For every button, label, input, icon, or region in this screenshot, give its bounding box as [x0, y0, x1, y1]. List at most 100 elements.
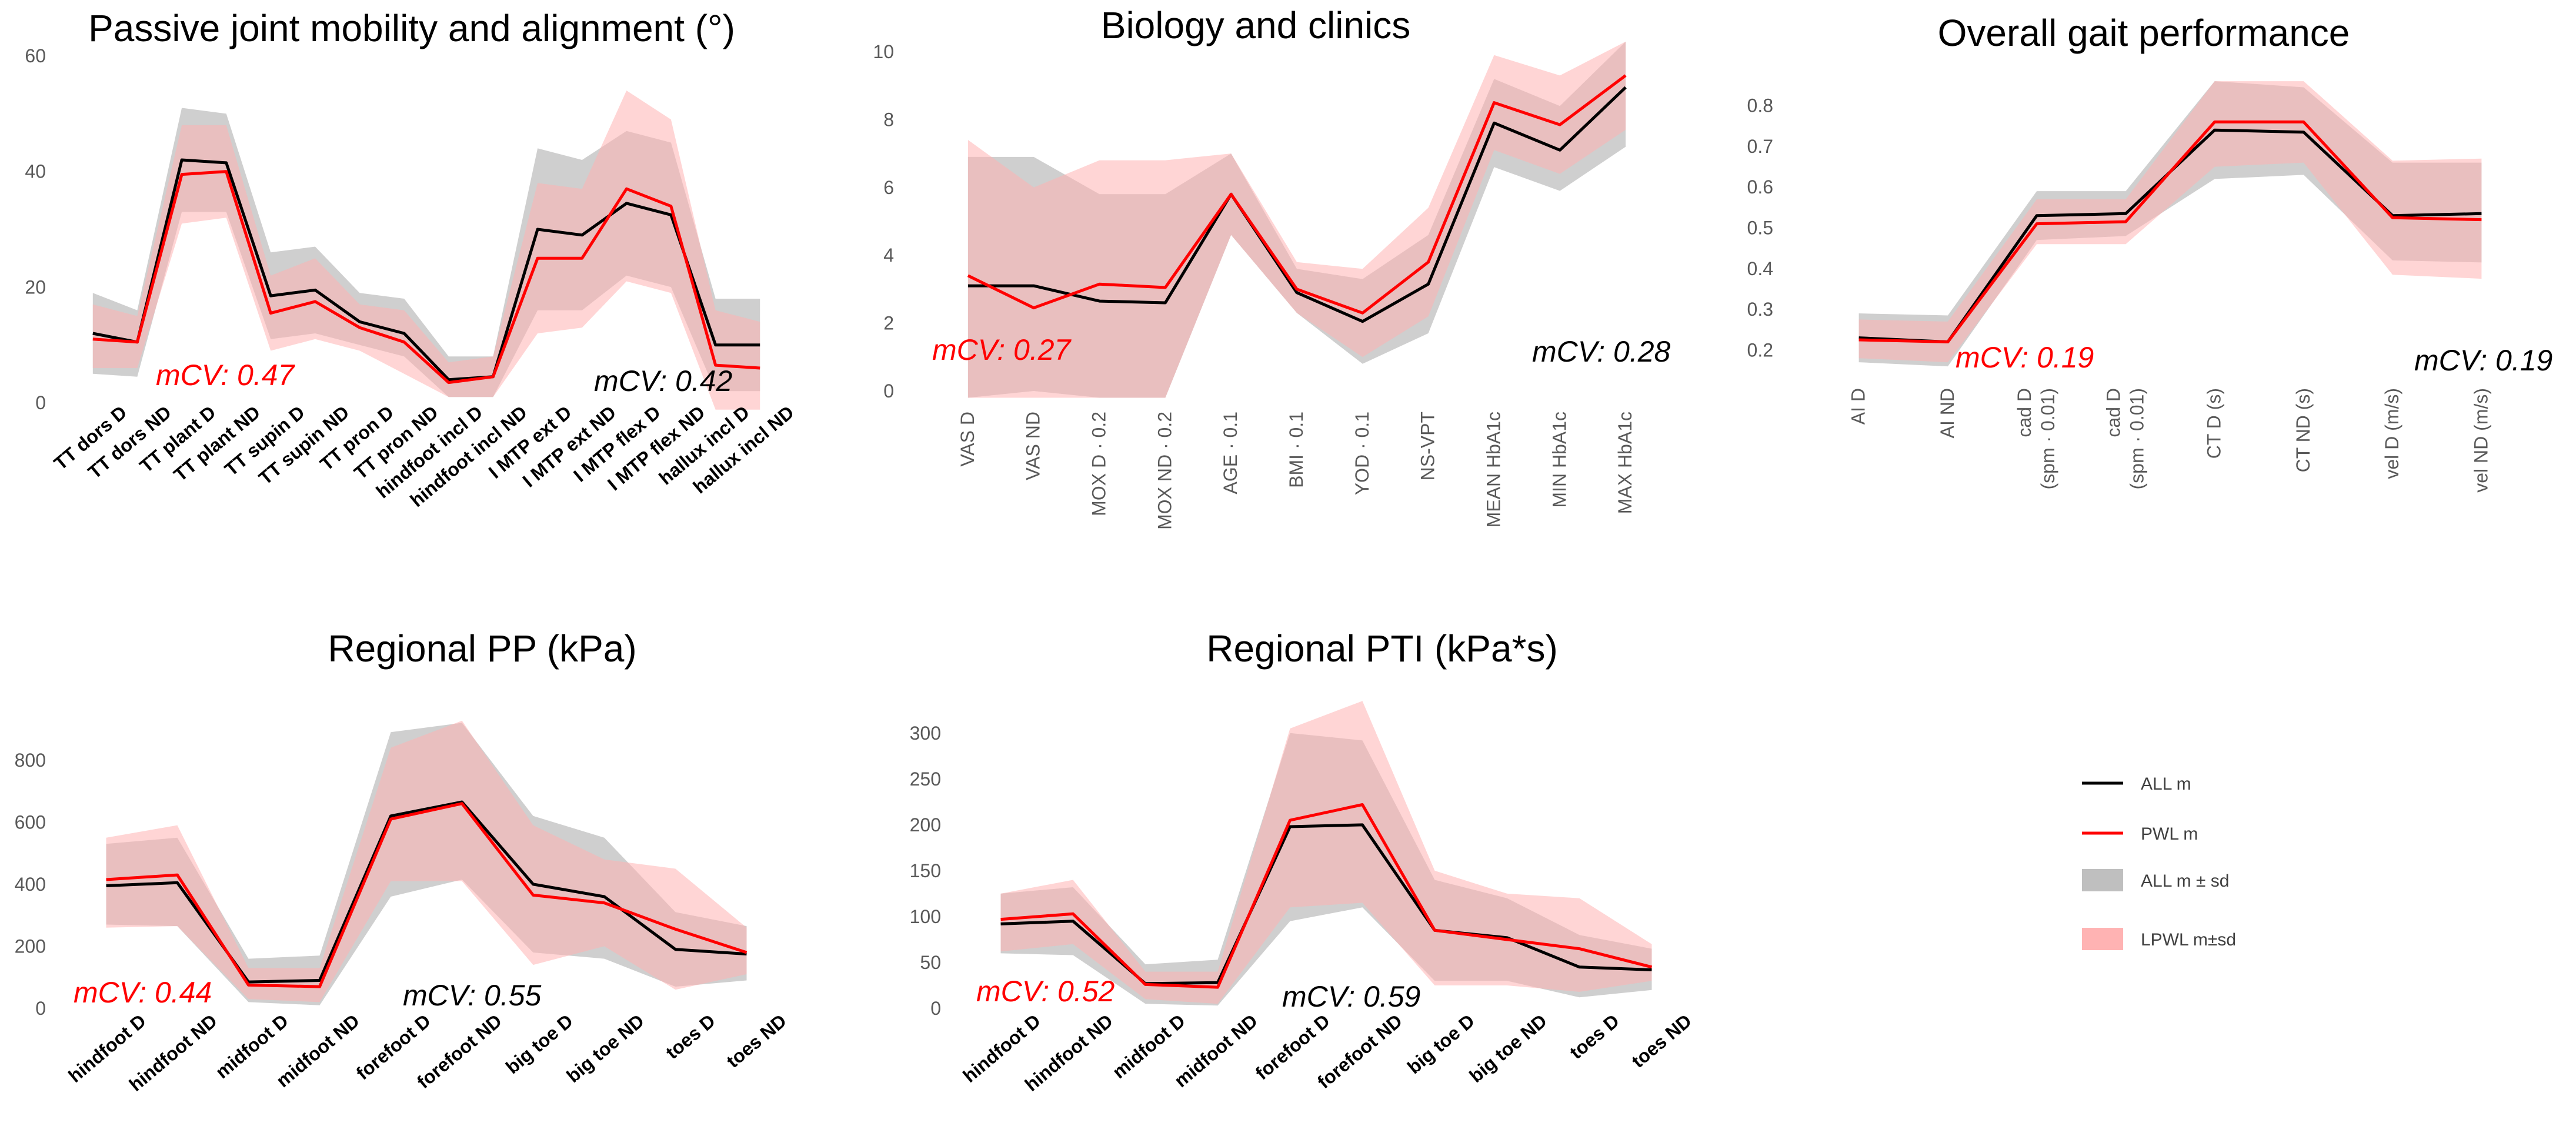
lpwl-sd-band — [1000, 701, 1652, 1004]
x-tick-label: YOD · 0.1 — [1352, 412, 1373, 495]
y-tick-label: 800 — [15, 750, 46, 771]
chart-title: Regional PTI (kPa*s) — [1206, 627, 1558, 670]
mcv-pwl-annotation: mCV: 0.47 — [156, 359, 295, 392]
x-tick-label: toes D — [662, 1010, 719, 1063]
x-tick-label: VAS ND — [1023, 412, 1044, 480]
legend-all-m-label: ALL m — [2141, 774, 2191, 794]
y-tick-label: 0 — [883, 380, 894, 402]
x-tick-label: cad D (spm · 0.01) — [2103, 388, 2147, 489]
mcv-pwl-annotation: mCV: 0.44 — [74, 976, 212, 1009]
x-tick-label: NS-VPT — [1417, 412, 1439, 480]
mcv-pwl-annotation: mCV: 0.52 — [976, 975, 1115, 1008]
charts-layer: Passive joint mobility and alignment (°)… — [15, 4, 2553, 1095]
x-tick-label-line: (spm · 0.01) — [2037, 388, 2058, 489]
mcv-all-annotation: mCV: 0.42 — [594, 365, 732, 397]
y-tick-label: 60 — [25, 45, 46, 66]
y-tick-label: 0.4 — [1747, 258, 1773, 279]
all-m-line — [1000, 823, 1652, 985]
x-tick-label: BMI · 0.1 — [1286, 412, 1307, 488]
y-tick-label: 400 — [15, 874, 46, 895]
y-tick-label: 600 — [15, 811, 46, 833]
all-m-line — [92, 158, 760, 382]
mcv-pwl-annotation: mCV: 0.19 — [1956, 341, 2094, 374]
y-tick-label: 200 — [15, 935, 46, 957]
y-tick-label: 2 — [883, 313, 894, 334]
chart-c3: Overall gait performance 0.2 0.3 0.4 0.5 0.6 0… — [1747, 12, 2553, 493]
x-tick-label: MIN HbA1c — [1549, 412, 1570, 508]
chart-title: Biology and clinics — [1101, 4, 1411, 46]
x-tick-label: AGE · 0.1 — [1220, 412, 1241, 494]
chart-title: Regional PP (kPa) — [328, 627, 636, 670]
x-tick-label: big toe ND — [1465, 1010, 1551, 1087]
x-tick-label: CT D (s) — [2204, 388, 2225, 459]
y-tick-label: 0.2 — [1747, 339, 1773, 360]
y-tick-label: 4 — [883, 245, 894, 266]
chart-c1: Passive joint mobility and alignment (°)… — [25, 7, 798, 511]
pwl-m-line — [1000, 803, 1653, 989]
lpwl-sd-band — [1858, 81, 2482, 363]
legend: ALL m PWL m ALL m ± sd LPWL m±sd — [2082, 774, 2236, 950]
y-tick-label: 0 — [35, 998, 46, 1019]
x-tick-label: AI D — [1848, 388, 1869, 425]
legend-pwl-m-label: PWL m — [2141, 824, 2198, 844]
legend-all-sd-label: ALL m ± sd — [2141, 871, 2229, 891]
x-tick-label-line: cad D — [2014, 388, 2035, 437]
pwl-m-line — [106, 802, 748, 988]
x-tick-label: MOX ND · 0.2 — [1154, 412, 1175, 530]
chart-title: Passive joint mobility and alignment (°) — [88, 7, 735, 49]
lpwl-sd-band — [967, 41, 1626, 398]
y-tick-label: 10 — [873, 41, 894, 62]
x-tick-label: big toe ND — [562, 1010, 648, 1087]
chart-c2: Biology and clinics 0 2 4 6 8 10 VAS D VAS ND MOX… — [873, 4, 1670, 530]
x-tick-label: VAS D — [957, 412, 978, 467]
mcv-all-annotation: mCV: 0.59 — [1282, 980, 1420, 1013]
x-tick-label: MAX HbA1c — [1614, 412, 1636, 514]
chart-title: Overall gait performance — [1938, 12, 2350, 54]
pwl-m-line — [1858, 120, 2482, 343]
y-tick-label: 0.5 — [1747, 218, 1773, 239]
y-tick-label: 6 — [883, 177, 894, 198]
x-tick-label-line: cad D — [2103, 388, 2124, 437]
y-tick-label: 0.7 — [1747, 136, 1773, 157]
mcv-all-annotation: mCV: 0.19 — [2414, 344, 2552, 377]
y-tick-label: 0.6 — [1747, 176, 1773, 198]
y-tick-label: 20 — [25, 276, 46, 298]
x-tick-label: AI ND — [1937, 388, 1958, 438]
y-tick-label: 150 — [910, 860, 941, 881]
chart-c5: Regional PTI (kPa*s)050100150200250300hi… — [910, 627, 1696, 1095]
x-tick-label: MEAN HbA1c — [1483, 412, 1504, 527]
lpwl-sd-band — [106, 720, 747, 1002]
legend-lpwl-sd-swatch — [2082, 928, 2123, 950]
x-tick-label: big toe D — [1403, 1010, 1479, 1078]
y-tick-label: 0 — [930, 998, 941, 1019]
y-tick-label: 0 — [35, 392, 46, 413]
x-tick-label: toes D — [1566, 1010, 1623, 1063]
x-tick-label: CT ND (s) — [2293, 388, 2314, 472]
legend-lpwl-sd-label: LPWL m±sd — [2141, 930, 2236, 950]
y-tick-label: 250 — [910, 768, 941, 790]
x-tick-label: cad D (spm · 0.01) — [2014, 388, 2058, 489]
y-tick-label: 0.8 — [1747, 95, 1773, 116]
x-tick-label: toes ND — [722, 1010, 790, 1072]
y-tick-label: 40 — [25, 161, 46, 182]
x-tick-label: toes ND — [1627, 1010, 1696, 1072]
mcv-pwl-annotation: mCV: 0.27 — [932, 333, 1072, 366]
y-tick-label: 200 — [910, 814, 941, 835]
legend-all-sd-swatch — [2082, 869, 2123, 891]
y-tick-label: 50 — [920, 952, 941, 973]
pwl-m-line — [967, 74, 1627, 315]
lpwl-sd-band — [92, 91, 760, 410]
y-tick-label: 300 — [910, 723, 941, 744]
mcv-all-annotation: mCV: 0.55 — [403, 979, 541, 1012]
y-tick-label: 0.3 — [1747, 299, 1773, 320]
all-m-line — [967, 86, 1627, 323]
x-tick-label-line: (spm · 0.01) — [2126, 388, 2147, 489]
y-tick-label: 8 — [883, 109, 894, 130]
mcv-all-annotation: mCV: 0.28 — [1532, 335, 1670, 368]
x-tick-label: vel ND (m/s) — [2470, 388, 2491, 493]
x-tick-label: MOX D · 0.2 — [1089, 412, 1110, 516]
pwl-m-line — [92, 170, 760, 385]
y-tick-label: 100 — [910, 906, 941, 927]
